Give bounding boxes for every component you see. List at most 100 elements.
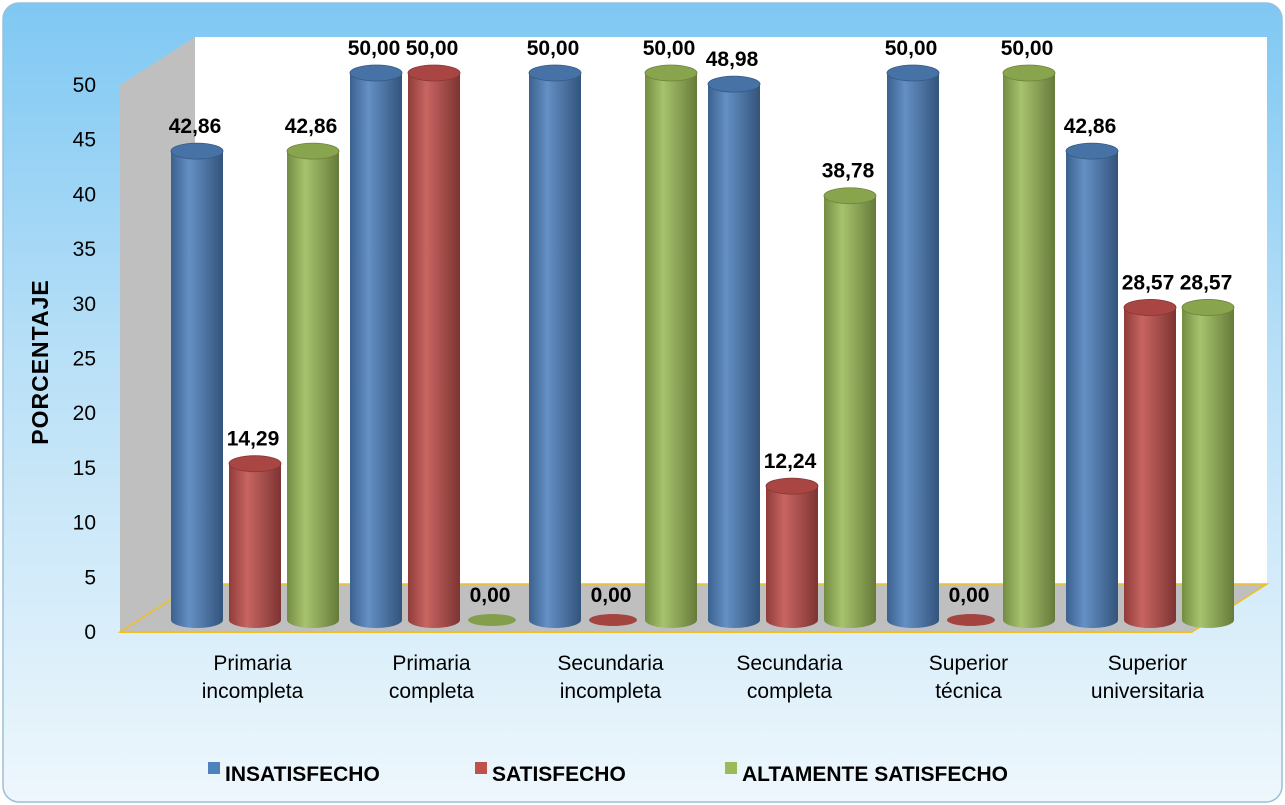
bar-insatisfecho [528, 64, 582, 628]
y-tick-label: 35 [73, 238, 96, 261]
y-tick-label: 40 [73, 183, 96, 206]
data-label: 0,00 [591, 584, 632, 607]
bar-top [886, 64, 940, 82]
data-label: 50,00 [643, 37, 696, 60]
y-tick-label: 20 [73, 402, 96, 425]
bar-insatisfecho [170, 142, 224, 628]
bar-altamente-satisfecho [823, 187, 877, 628]
bar-top [349, 64, 403, 82]
data-label: 50,00 [406, 37, 459, 60]
bar-satisfecho [947, 614, 995, 626]
legend-swatch [208, 762, 220, 774]
data-label: 12,24 [764, 450, 817, 473]
data-label: 38,78 [822, 160, 875, 183]
x-tick-label: Primaria [213, 652, 291, 675]
bar-altamente-satisfecho [644, 64, 698, 628]
bar-top [1123, 299, 1177, 316]
bar-body [287, 151, 339, 628]
bar-body [1003, 73, 1055, 628]
x-tick-label: Secundaria [736, 652, 843, 675]
y-tick-label: 30 [73, 293, 96, 316]
bar-top [407, 64, 461, 82]
bar-insatisfecho [707, 75, 761, 628]
data-label: 50,00 [1001, 37, 1054, 60]
bar-top [1181, 299, 1235, 316]
x-tick-label: completa [747, 680, 833, 703]
data-label: 14,29 [227, 428, 280, 451]
data-label: 28,57 [1122, 271, 1175, 294]
bar-top [1002, 64, 1056, 82]
data-label: 50,00 [348, 37, 401, 60]
bar-insatisfecho [886, 64, 940, 628]
y-tick-label: 50 [73, 74, 96, 97]
y-tick-label: 15 [73, 457, 96, 480]
bar-body [645, 73, 697, 628]
data-label: 50,00 [527, 37, 580, 60]
bar-body [708, 84, 760, 628]
bar-insatisfecho [349, 64, 403, 628]
y-tick-label: 0 [84, 621, 96, 644]
bar-altamente-satisfecho [1002, 64, 1056, 628]
legend-swatch [475, 762, 487, 774]
legend-swatch [725, 762, 737, 774]
y-axis-title: PORCENTAJE [27, 279, 53, 445]
bar-altamente-satisfecho [468, 614, 516, 626]
bar-top [947, 614, 995, 626]
y-tick-label: 5 [84, 566, 96, 589]
data-label: 50,00 [885, 37, 938, 60]
bar-body [529, 73, 581, 628]
bar-satisfecho [589, 614, 637, 626]
bar-satisfecho [765, 477, 819, 628]
bar-altamente-satisfecho [286, 142, 340, 628]
bar-top [228, 455, 282, 473]
x-tick-label: completa [389, 680, 475, 703]
bar-top [468, 614, 516, 626]
bar-top [765, 477, 819, 495]
data-label: 0,00 [470, 584, 511, 607]
legend-label: INSATISFECHO [225, 763, 380, 786]
bar-body [1124, 307, 1176, 628]
y-tick-label: 25 [73, 348, 96, 371]
bar-top [823, 187, 877, 205]
bar-body [350, 73, 402, 628]
x-tick-label: universitaria [1091, 680, 1205, 703]
bar-body [229, 463, 281, 628]
bar-body [887, 73, 939, 628]
bar-top [286, 142, 340, 160]
bar-body [766, 486, 818, 628]
x-tick-label: incompleta [560, 680, 662, 703]
legend-label: SATISFECHO [492, 763, 626, 786]
data-label: 42,86 [169, 115, 222, 138]
x-tick-label: Superior [1108, 652, 1187, 675]
bar-satisfecho [1123, 299, 1177, 628]
bar-body [408, 73, 460, 628]
bar-body [824, 195, 876, 628]
bar-top [528, 64, 582, 82]
bar-top [1065, 142, 1119, 160]
bar-top [707, 75, 761, 93]
bar-body [1182, 307, 1234, 628]
bar-satisfecho [407, 64, 461, 628]
x-tick-label: Primaria [392, 652, 470, 675]
bar-top [644, 64, 698, 82]
bar-body [171, 151, 223, 628]
bar-insatisfecho [1065, 142, 1119, 628]
bar-body [1066, 151, 1118, 628]
y-tick-label: 45 [73, 129, 96, 152]
bar-satisfecho [228, 455, 282, 628]
bar-top [170, 142, 224, 160]
bar-altamente-satisfecho [1181, 299, 1235, 628]
bar-top [589, 614, 637, 626]
data-label: 0,00 [949, 584, 990, 607]
data-label: 28,57 [1180, 271, 1233, 294]
data-label: 42,86 [1064, 115, 1117, 138]
x-tick-label: Secundaria [557, 652, 664, 675]
x-tick-label: incompleta [202, 680, 304, 703]
x-tick-label: técnica [935, 680, 1002, 703]
x-tick-label: Superior [929, 652, 1008, 675]
legend-label: ALTAMENTE SATISFECHO [742, 763, 1008, 786]
y-tick-label: 10 [73, 512, 96, 535]
data-label: 48,98 [706, 48, 759, 71]
data-label: 42,86 [285, 115, 338, 138]
